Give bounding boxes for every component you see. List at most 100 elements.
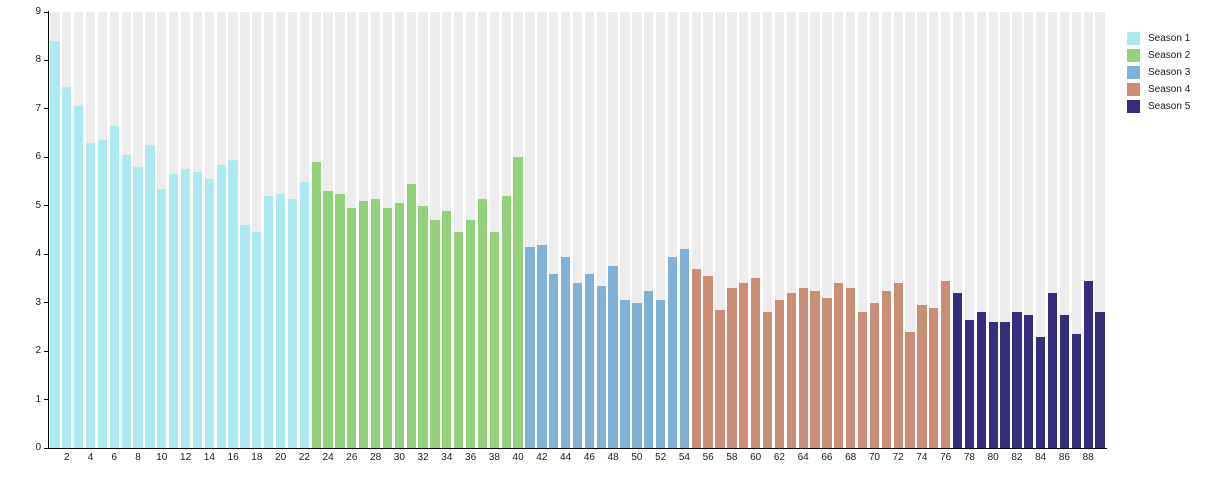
episode-slot (1047, 12, 1059, 448)
legend-entry: Season 3 (1127, 64, 1190, 81)
episode-slot (845, 12, 857, 448)
background-track-bar (691, 12, 701, 448)
episode-slot (595, 12, 607, 448)
episode-rating-bar (727, 288, 737, 448)
episode-rating-bar (596, 285, 606, 448)
x-axis-tick-label: 62 (773, 452, 785, 463)
x-axis-spine (44, 448, 1107, 449)
legend-label: Season 2 (1148, 50, 1191, 61)
x-axis-tick-label: 66 (821, 452, 833, 463)
episode-slot (61, 12, 73, 448)
episode-rating-bar (857, 312, 868, 448)
episode-rating-bar (655, 300, 666, 448)
episode-rating-bar (834, 283, 844, 448)
episode-slot (298, 12, 310, 448)
x-axis-tick-label: 84 (1035, 452, 1047, 463)
episode-slot (1070, 12, 1082, 448)
episode-rating-bar (537, 244, 547, 448)
episode-rating-bar (418, 205, 428, 448)
episode-rating-bar (62, 87, 72, 448)
episode-rating-bar (442, 210, 452, 448)
episode-slot (583, 12, 595, 448)
background-track-bar (1059, 12, 1070, 448)
episode-rating-bar (370, 198, 381, 448)
background-track-bar (1047, 12, 1058, 448)
x-axis-tick-label: 16 (227, 452, 239, 463)
episode-rating-bar (846, 288, 856, 448)
legend-color-swatch (1127, 66, 1140, 79)
episode-slot (785, 12, 797, 448)
y-axis-tick-label: 1 (35, 393, 41, 405)
x-axis-tick-label: 20 (275, 452, 287, 463)
episode-slot (1094, 12, 1106, 448)
x-axis-tick-label: 22 (298, 452, 310, 463)
legend-entry: Season 4 (1127, 81, 1190, 98)
y-axis-tick-label: 0 (35, 442, 41, 453)
x-axis-tick-label: 42 (536, 452, 548, 463)
episode-rating-bar (97, 140, 108, 448)
episode-slot (477, 12, 489, 448)
episode-slot (512, 12, 524, 448)
x-axis-tick-label: 30 (393, 452, 405, 463)
background-track-bar (549, 12, 559, 448)
episode-slot (346, 12, 358, 448)
episode-rating-bar (905, 331, 915, 448)
episode-rating-bar (50, 41, 60, 448)
episode-rating-bar (917, 305, 927, 448)
background-track-bar (584, 12, 595, 448)
background-track-bar (727, 12, 737, 448)
episode-rating-bar (691, 268, 701, 448)
episode-slot (429, 12, 441, 448)
episode-rating-bar (216, 164, 226, 448)
episode-rating-bar (275, 193, 286, 448)
y-axis-tick-label: 4 (35, 248, 41, 260)
episode-slot (73, 12, 85, 448)
episode-rating-bar (430, 220, 440, 448)
episode-rating-bar (584, 273, 595, 448)
background-track-bar (560, 12, 571, 448)
episode-slot (690, 12, 702, 448)
episode-slot (215, 12, 227, 448)
episode-slot (382, 12, 394, 448)
episode-rating-bar (394, 203, 404, 448)
background-track-bar (715, 12, 725, 448)
x-axis-tick-label: 60 (750, 452, 762, 463)
episode-slot (619, 12, 631, 448)
episode-slot (762, 12, 774, 448)
episode-rating-bar (1083, 280, 1093, 448)
background-track-bar (774, 12, 785, 448)
episode-rating-bar (489, 232, 499, 448)
x-axis-tick-label: 44 (560, 452, 572, 463)
episode-slot (49, 12, 61, 448)
y-axis-tick (44, 447, 49, 449)
episode-rating-bar (465, 220, 476, 448)
episode-slot (108, 12, 120, 448)
episode-rating-bar (1012, 312, 1022, 448)
episode-rating-bar (287, 198, 298, 448)
background-track-bar (751, 12, 761, 448)
episode-slot (488, 12, 500, 448)
episode-slot (797, 12, 809, 448)
plot-area (49, 12, 1106, 448)
x-axis-tick-label: 80 (987, 452, 999, 463)
x-axis-tick-label: 36 (465, 452, 477, 463)
background-track-bar (632, 12, 642, 448)
episode-slot (738, 12, 750, 448)
y-axis-tick-label: 6 (35, 151, 41, 163)
episode-slot (97, 12, 109, 448)
x-axis-tick-label: 68 (845, 452, 857, 463)
x-axis-tick-label: 28 (370, 452, 382, 463)
episode-slot (370, 12, 382, 448)
background-track-bar (644, 12, 654, 448)
legend-color-swatch (1127, 100, 1140, 113)
background-track-bar (786, 12, 796, 448)
y-axis-tick-label: 3 (35, 296, 41, 308)
episode-slot (453, 12, 465, 448)
episode-rating-bar (1024, 314, 1034, 448)
episode-rating-bar (1095, 312, 1105, 448)
background-track-bar (822, 12, 832, 448)
legend-label: Season 5 (1148, 101, 1191, 112)
episode-rating-bar (264, 196, 274, 448)
episode-slot (833, 12, 845, 448)
episode-rating-bar (252, 232, 262, 448)
